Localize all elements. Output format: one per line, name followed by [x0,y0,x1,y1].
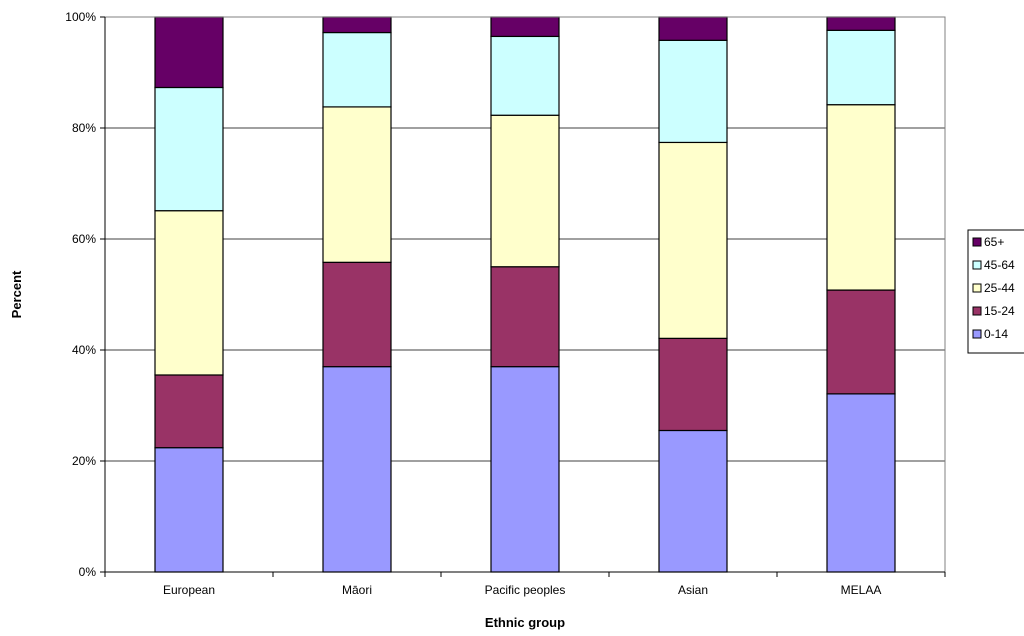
legend-label: 65+ [984,235,1004,249]
x-tick-label: MELAA [841,583,882,597]
y-tick-label: 100% [65,10,96,24]
bar-segment-0-14 [322,366,392,573]
legend-label: 0-14 [984,327,1008,341]
bar-segment-0-14 [826,393,896,573]
x-tick-label: Māori [342,583,372,597]
legend-swatch [972,237,982,247]
legend-swatch [972,260,982,270]
x-axis-title: Ethnic group [485,615,565,630]
legend-label: 25-44 [984,281,1015,295]
bar-segment-25-44 [322,106,392,263]
legend-swatch [972,283,982,293]
x-tick-labels: European Māori Pacific peoples Asian MELAA [163,583,881,597]
y-tick-labels: 0% 20% 40% 60% 80% 100% [65,10,96,579]
bar-segment-65+ [658,16,728,41]
bar-segment-25-44 [826,104,896,291]
bar-segment-15-24 [490,266,560,368]
bar-segment-15-24 [154,374,224,449]
legend-swatch [972,329,982,339]
bar-segment-45-64 [826,29,896,106]
bar-segment-45-64 [658,39,728,144]
bar-segment-25-44 [490,114,560,268]
bar-segment-15-24 [658,337,728,432]
y-tick-label: 20% [72,454,96,468]
bar-segment-65+ [154,16,224,89]
legend: 65+ 45-64 25-44 15-24 0-14 [967,229,1024,354]
y-tick-label: 0% [79,565,97,579]
y-axis-title: Percent [9,270,24,318]
y-tick-label: 80% [72,121,96,135]
y-tick-label: 40% [72,343,96,357]
bar-segment-0-14 [490,366,560,573]
bar-segment-15-24 [322,261,392,368]
bar-segment-25-44 [658,141,728,339]
bars [154,16,896,573]
bar-segment-45-64 [322,31,392,108]
bar-segment-65+ [490,16,560,38]
y-tick-label: 60% [72,232,96,246]
bar-segment-25-44 [154,210,224,376]
bar-segment-65+ [322,16,392,34]
x-tick-label: Asian [678,583,708,597]
bar-segment-45-64 [154,86,224,212]
axes [100,16,946,577]
legend-label: 15-24 [984,304,1015,318]
bar-segment-0-14 [154,447,224,573]
bar-segment-45-64 [490,35,560,116]
legend-swatch [972,306,982,316]
bar-segment-15-24 [826,289,896,395]
bar-segment-65+ [826,16,896,31]
bar-segment-0-14 [658,429,728,573]
legend-label: 45-64 [984,258,1015,272]
x-tick-label: Pacific peoples [485,583,566,597]
x-tick-label: European [163,583,215,597]
